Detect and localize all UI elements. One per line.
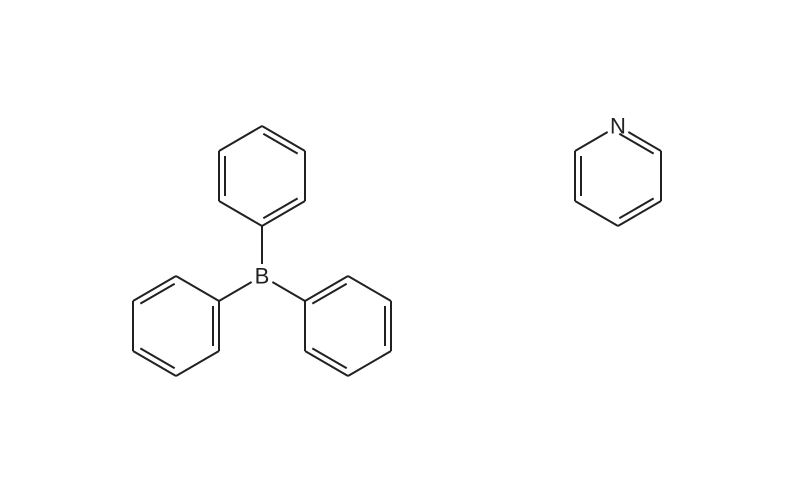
boron-atom-label: B — [255, 264, 270, 289]
molecule-diagram: BN — [0, 0, 800, 500]
nitrogen-atom-label: N — [610, 114, 626, 139]
